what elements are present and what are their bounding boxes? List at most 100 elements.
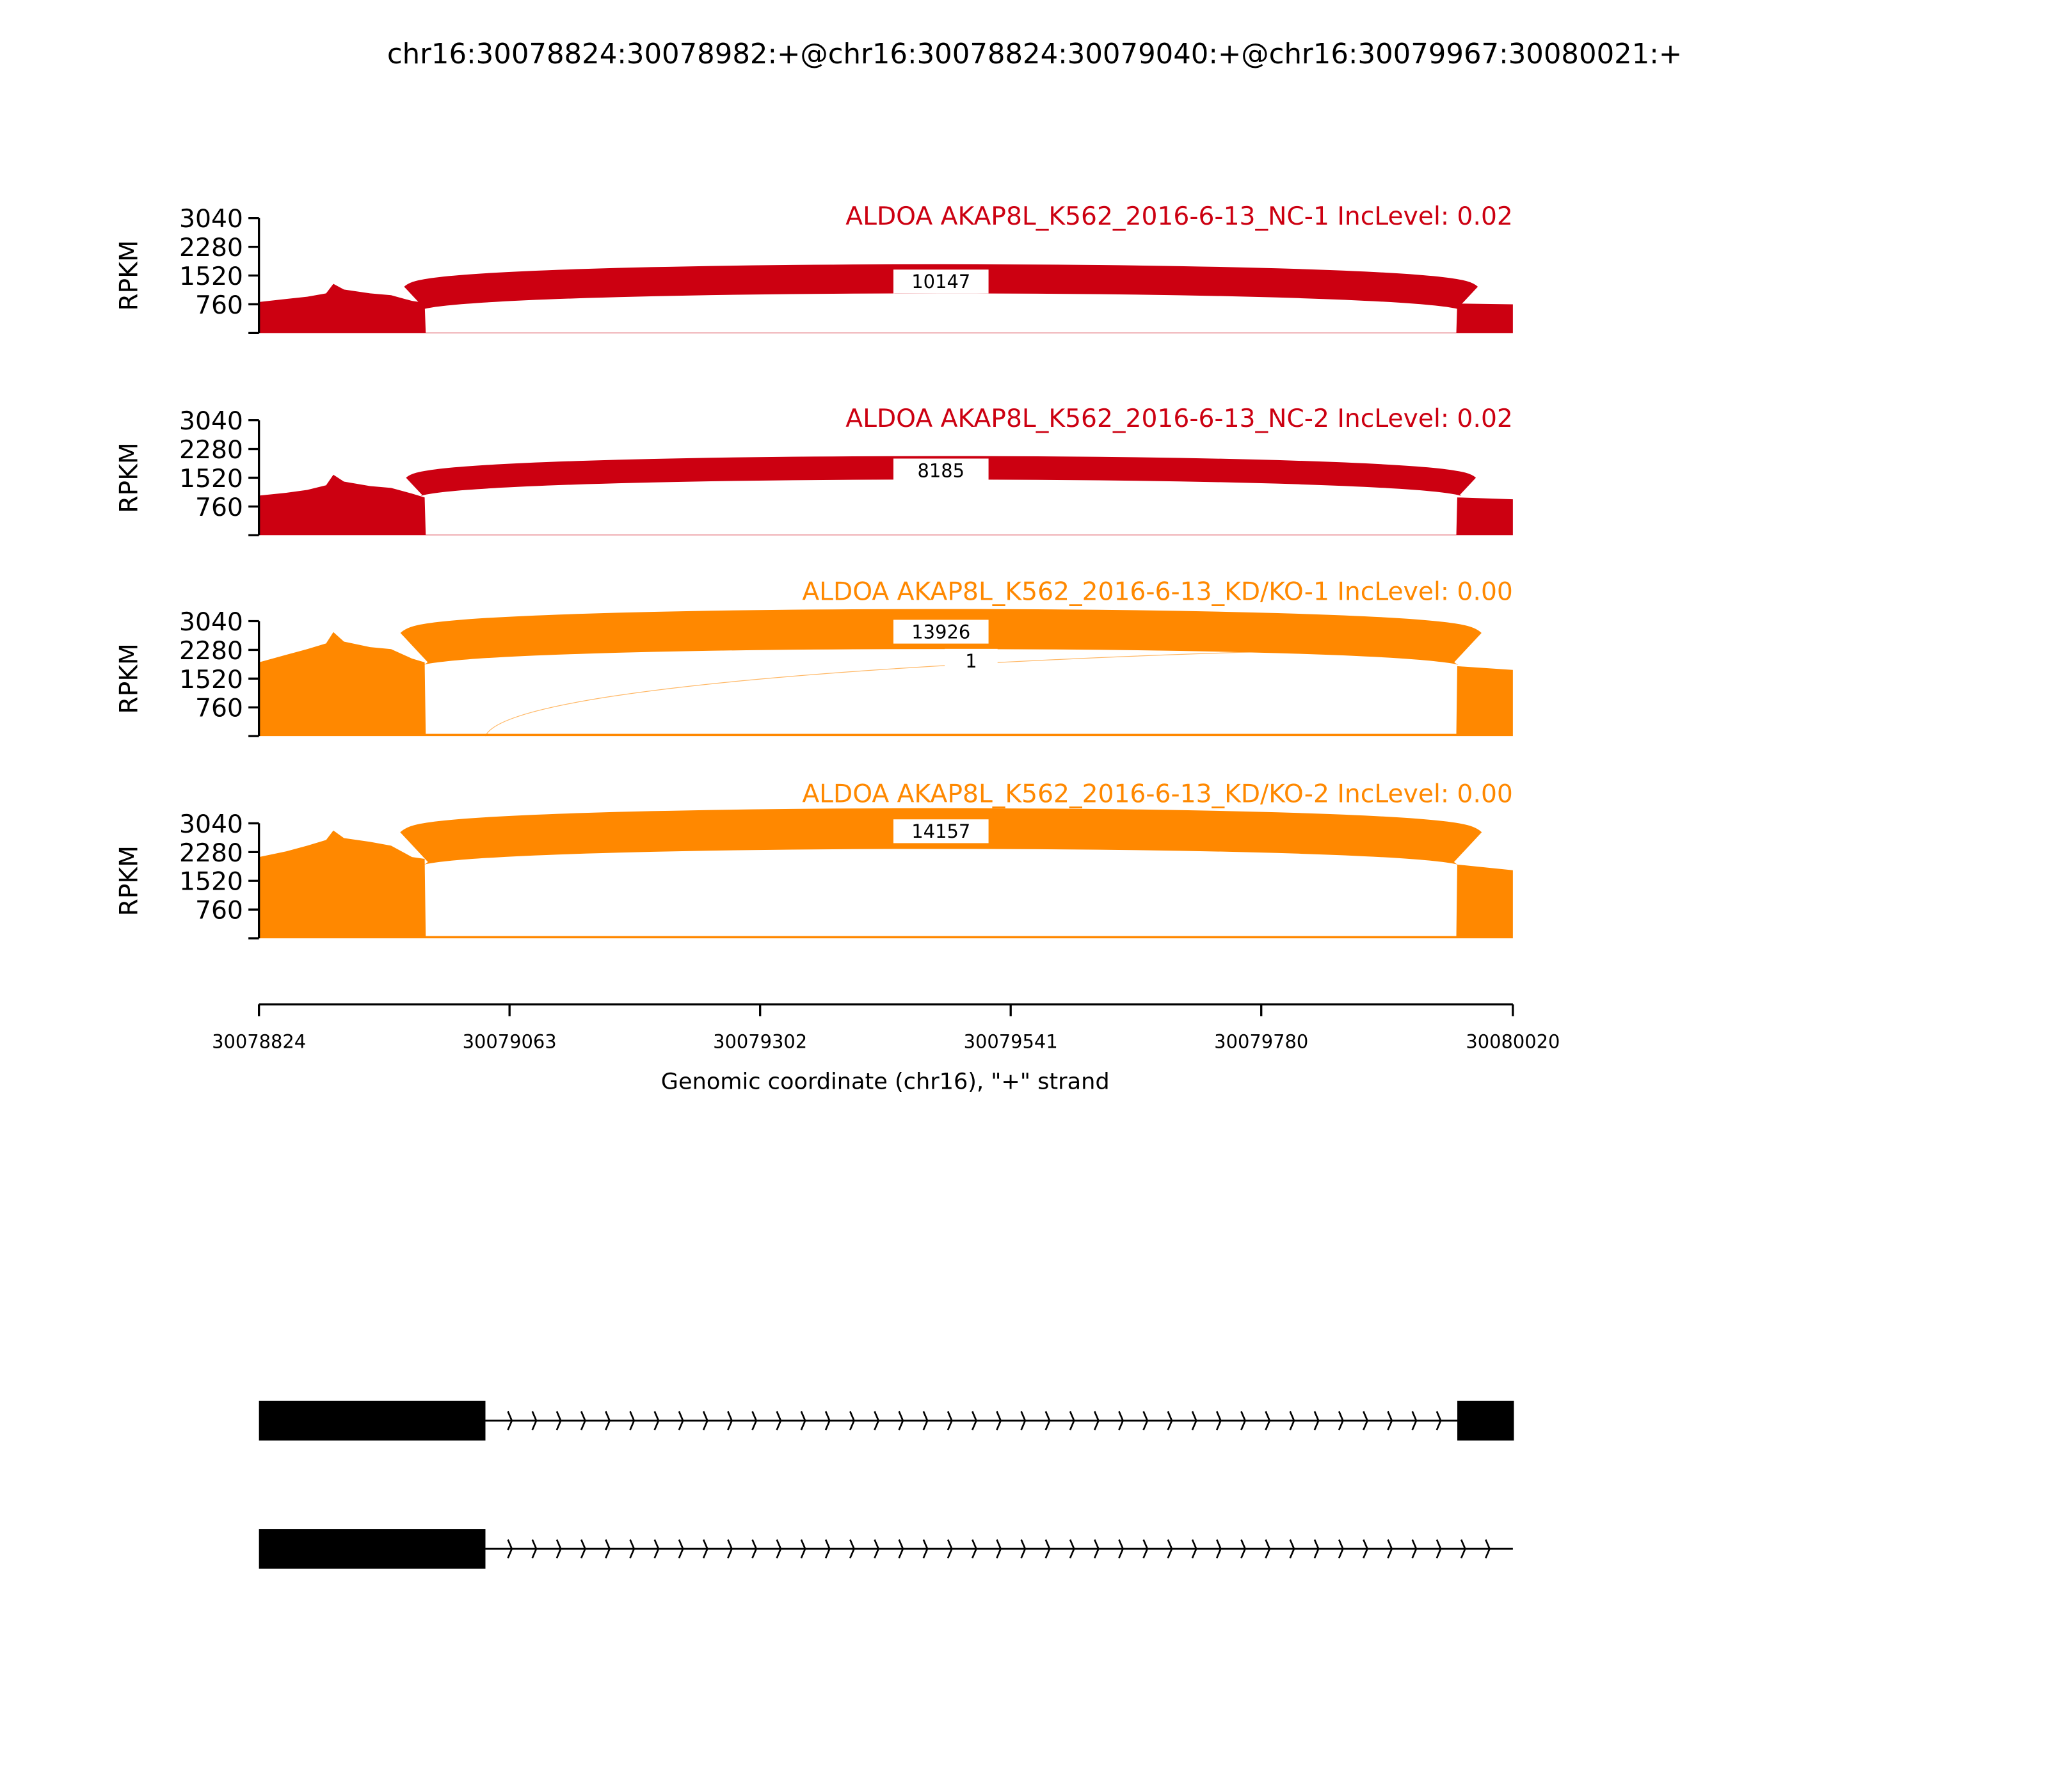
strand-arrow-icon — [1069, 1539, 1075, 1559]
strand-arrow-icon — [1020, 1411, 1027, 1430]
strand-arrow-icon — [531, 1411, 538, 1430]
strand-arrow-icon — [1191, 1539, 1197, 1559]
strand-arrow-icon — [1215, 1539, 1222, 1559]
strand-arrow-icon — [776, 1539, 782, 1559]
strand-arrow-icon — [874, 1411, 880, 1430]
strand-arrow-icon — [1313, 1411, 1320, 1430]
y-tick-label: 1520 — [179, 465, 243, 493]
x-axis-label: Genomic coordinate (chr16), "+" strand — [661, 1068, 1110, 1094]
y-tick-label: 760 — [195, 694, 243, 723]
strand-arrow-icon — [580, 1539, 586, 1559]
y-axis-label: RPKM — [115, 240, 144, 310]
junction-count: 1 — [965, 650, 977, 672]
junction-label-box — [893, 620, 989, 644]
strand-arrow-icon — [1265, 1539, 1271, 1559]
coverage-area — [259, 474, 1513, 536]
strand-arrow-icon — [1191, 1411, 1197, 1430]
y-tick-label: 3040 — [179, 205, 243, 234]
strand-arrow-icon — [678, 1539, 684, 1559]
junction-arc — [484, 647, 1458, 737]
strand-arrow-icon — [996, 1411, 1002, 1430]
strand-arrow-icon — [727, 1411, 733, 1430]
strand-arrow-icon — [1436, 1539, 1442, 1559]
strand-arrow-icon — [1363, 1539, 1369, 1559]
junction-label-box — [893, 819, 989, 844]
transcript — [259, 1400, 1514, 1441]
strand-arrow-icon — [1240, 1411, 1247, 1430]
strand-arrow-icon — [922, 1411, 929, 1430]
y-tick-label: 760 — [195, 291, 243, 320]
y-axis-label: RPKM — [115, 442, 144, 513]
strand-arrow-icon — [1387, 1411, 1393, 1430]
gene-model — [259, 1400, 1514, 1569]
strand-arrow-icon — [824, 1411, 831, 1430]
junction-count: 14157 — [911, 820, 970, 842]
strand-arrow-icon — [776, 1411, 782, 1430]
x-tick-label: 30079302 — [713, 1030, 807, 1052]
junction-label-box — [893, 269, 989, 294]
y-axis-label: RPKM — [115, 643, 144, 714]
strand-arrow-icon — [629, 1411, 636, 1430]
x-tick-label: 30079063 — [463, 1030, 557, 1052]
strand-arrow-icon — [800, 1539, 806, 1559]
strand-arrow-icon — [751, 1411, 758, 1430]
strand-arrow-icon — [1093, 1539, 1100, 1559]
strand-arrow-icon — [1215, 1411, 1222, 1430]
strand-arrow-icon — [556, 1411, 562, 1430]
strand-arrow-icon — [972, 1539, 977, 1559]
strand-arrow-icon — [629, 1539, 636, 1559]
junction-label-box — [945, 648, 998, 673]
strand-arrow-icon — [1338, 1539, 1344, 1559]
strand-arrow-icon — [1460, 1539, 1466, 1559]
y-tick-label: 2280 — [179, 637, 243, 666]
y-tick-label: 760 — [195, 493, 243, 522]
strand-arrow-icon — [1289, 1411, 1295, 1430]
coverage-area — [259, 284, 1513, 333]
strand-arrow-icon — [1338, 1411, 1344, 1430]
strand-arrow-icon — [727, 1539, 733, 1559]
strand-arrow-icon — [507, 1411, 513, 1430]
y-tick-label: 1520 — [179, 868, 243, 897]
junction-count: 13926 — [911, 621, 970, 643]
strand-arrow-icon — [1142, 1411, 1149, 1430]
strand-arrow-icon — [1289, 1539, 1295, 1559]
strand-arrow-icon — [1436, 1411, 1442, 1430]
strand-arrow-icon — [751, 1539, 758, 1559]
strand-arrow-icon — [1118, 1539, 1124, 1559]
strand-arrow-icon — [1265, 1411, 1271, 1430]
strand-arrow-icon — [1118, 1411, 1124, 1430]
strand-arrow-icon — [1142, 1539, 1149, 1559]
sample-title: ALDOA AKAP8L_K562_2016-6-13_KD/KO-2 IncL… — [802, 780, 1513, 808]
strand-arrow-icon — [531, 1539, 538, 1559]
strand-arrow-icon — [702, 1539, 708, 1559]
exon-block — [259, 1529, 486, 1569]
strand-arrow-icon — [824, 1539, 831, 1559]
strand-arrow-icon — [580, 1411, 586, 1430]
strand-arrow-icon — [874, 1539, 880, 1559]
y-tick-label: 3040 — [179, 407, 243, 436]
strand-arrow-icon — [1044, 1411, 1051, 1430]
x-tick-label: 30079541 — [964, 1030, 1058, 1052]
exon-block — [1457, 1400, 1514, 1441]
strand-arrow-icon — [996, 1539, 1002, 1559]
exon-block — [259, 1400, 486, 1441]
strand-arrow-icon — [1069, 1411, 1075, 1430]
strand-arrow-icon — [556, 1539, 562, 1559]
strand-arrow-icon — [849, 1411, 855, 1430]
transcript — [259, 1529, 1513, 1569]
strand-arrow-icon — [898, 1539, 904, 1559]
y-tick-label: 760 — [195, 897, 243, 925]
strand-arrow-icon — [653, 1411, 660, 1430]
strand-arrow-icon — [507, 1539, 513, 1559]
strand-arrow-icon — [1363, 1411, 1369, 1430]
strand-arrow-icon — [849, 1539, 855, 1559]
x-axis: Genomic coordinate (chr16), "+" strand 3… — [212, 1003, 1560, 1094]
strand-arrow-icon — [653, 1539, 660, 1559]
y-tick-label: 3040 — [179, 810, 243, 839]
strand-arrow-icon — [972, 1411, 977, 1430]
figure-title: chr16:30078824:30078982:+@chr16:30078824… — [387, 38, 1682, 70]
